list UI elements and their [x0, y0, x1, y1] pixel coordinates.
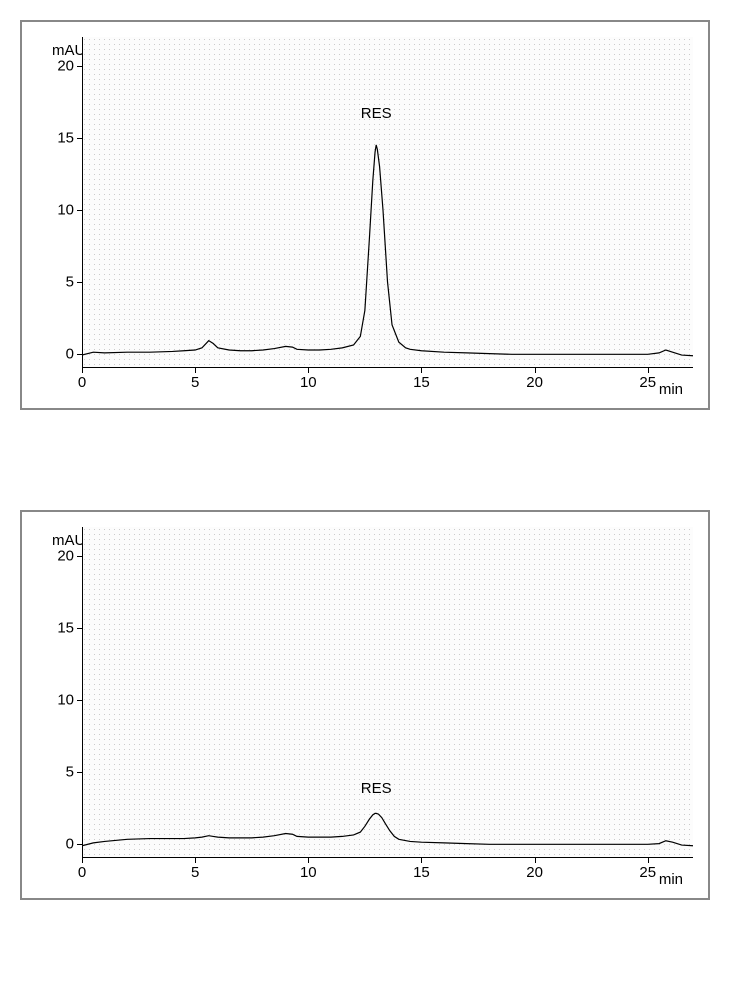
- chart-panel-c: mAU c 051015200510152025RES min: [20, 510, 710, 900]
- chart-panel-b: mAU b 051015200510152025RES min: [20, 20, 710, 410]
- x-tick: [308, 858, 309, 863]
- x-tick-label: 10: [300, 864, 317, 881]
- y-tick-label: 0: [66, 345, 74, 362]
- x-tick-label: 25: [639, 374, 656, 391]
- x-tick-label: 15: [413, 374, 430, 391]
- y-tick-label: 20: [57, 57, 74, 74]
- x-tick-label: 0: [78, 374, 86, 391]
- x-tick: [82, 858, 83, 863]
- chromatogram-trace: [82, 37, 693, 368]
- x-tick-label: 20: [526, 374, 543, 391]
- chromatogram-trace: [82, 527, 693, 858]
- x-tick: [195, 368, 196, 373]
- x-tick: [648, 368, 649, 373]
- x-tick-label: 20: [526, 864, 543, 881]
- y-tick-label: 15: [57, 129, 74, 146]
- x-tick-label: 0: [78, 864, 86, 881]
- plot-area-b: 051015200510152025RES: [82, 37, 693, 368]
- x-tick-label: 15: [413, 864, 430, 881]
- y-tick-label: 0: [66, 835, 74, 852]
- plot-area-c: 051015200510152025RES: [82, 527, 693, 858]
- x-tick-label: 25: [639, 864, 656, 881]
- x-tick: [421, 368, 422, 373]
- x-axis-label: min: [659, 871, 683, 888]
- y-tick-label: 10: [57, 691, 74, 708]
- y-tick-label: 5: [66, 763, 74, 780]
- x-tick: [82, 368, 83, 373]
- y-tick-label: 10: [57, 201, 74, 218]
- peak-label: RES: [361, 105, 392, 122]
- x-tick: [535, 858, 536, 863]
- y-tick-label: 5: [66, 273, 74, 290]
- x-tick-label: 5: [191, 864, 199, 881]
- y-tick-label: 15: [57, 619, 74, 636]
- x-tick: [535, 368, 536, 373]
- x-tick: [648, 858, 649, 863]
- x-tick: [421, 858, 422, 863]
- x-tick-label: 5: [191, 374, 199, 391]
- x-axis-label: min: [659, 381, 683, 398]
- peak-label: RES: [361, 780, 392, 797]
- y-tick-label: 20: [57, 547, 74, 564]
- x-tick: [308, 368, 309, 373]
- x-tick: [195, 858, 196, 863]
- x-tick-label: 10: [300, 374, 317, 391]
